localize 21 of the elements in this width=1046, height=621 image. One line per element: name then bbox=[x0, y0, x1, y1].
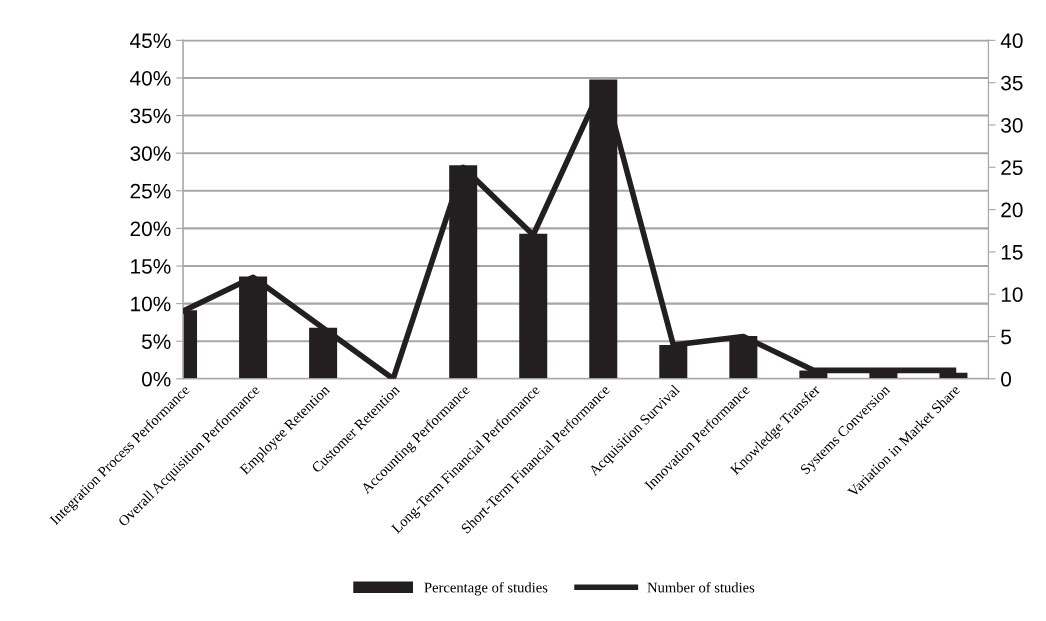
y-tick-label: 5% bbox=[141, 334, 171, 349]
y2-tick-label: 35 bbox=[1001, 75, 1023, 91]
y2-tick-label: 0 bbox=[1001, 371, 1012, 387]
y-tick-label: 35% bbox=[130, 108, 171, 124]
legend-label: Percentage of studies bbox=[424, 582, 548, 596]
y2-tick-label: 25 bbox=[1001, 160, 1023, 176]
y-tick-label: 45% bbox=[130, 33, 171, 49]
y-tick-label: 0% bbox=[141, 371, 171, 387]
y2-tick-label: 40 bbox=[1000, 33, 1023, 49]
y-tick-label: 15% bbox=[131, 259, 171, 274]
y2-tick-label: 30 bbox=[1001, 117, 1023, 133]
y-tick-label: 10% bbox=[131, 296, 171, 312]
y-tick-label: 25% bbox=[130, 183, 171, 199]
y2-tick-label: 5 bbox=[1001, 329, 1011, 345]
y-tick-label: 20% bbox=[130, 221, 171, 237]
y2-tick-label: 10 bbox=[1001, 287, 1023, 302]
y-tick-label: 30% bbox=[130, 146, 171, 161]
y2-tick-label: 15 bbox=[1001, 245, 1023, 260]
y2-tick-label: 20 bbox=[1001, 202, 1023, 218]
legend-label: Number of studies bbox=[647, 582, 755, 593]
y-tick-label: 40% bbox=[130, 70, 171, 86]
